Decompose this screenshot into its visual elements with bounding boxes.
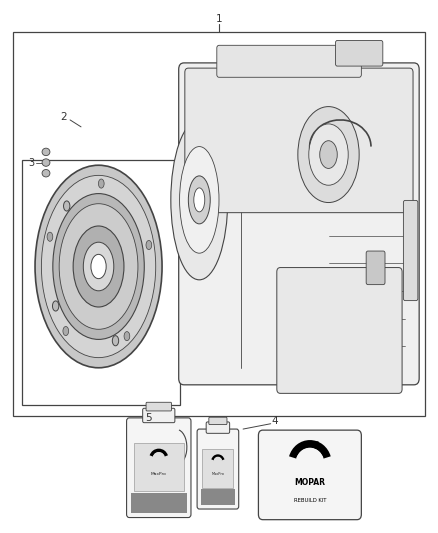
- Ellipse shape: [42, 169, 50, 177]
- Ellipse shape: [309, 124, 348, 185]
- Ellipse shape: [63, 327, 69, 336]
- FancyBboxPatch shape: [185, 68, 413, 213]
- Bar: [134, 442, 184, 491]
- Ellipse shape: [83, 242, 114, 291]
- Ellipse shape: [146, 240, 152, 249]
- FancyBboxPatch shape: [217, 45, 361, 77]
- Ellipse shape: [320, 141, 337, 168]
- FancyBboxPatch shape: [336, 41, 383, 66]
- Text: 2: 2: [60, 112, 67, 122]
- Ellipse shape: [99, 179, 104, 188]
- Ellipse shape: [188, 176, 210, 224]
- FancyBboxPatch shape: [127, 418, 191, 518]
- Ellipse shape: [73, 226, 124, 307]
- FancyBboxPatch shape: [179, 63, 419, 385]
- FancyBboxPatch shape: [146, 402, 171, 411]
- FancyBboxPatch shape: [143, 408, 175, 423]
- Ellipse shape: [171, 120, 228, 280]
- Ellipse shape: [64, 201, 70, 211]
- FancyBboxPatch shape: [197, 429, 239, 509]
- FancyBboxPatch shape: [403, 200, 418, 301]
- Text: 6: 6: [312, 441, 319, 451]
- FancyBboxPatch shape: [277, 268, 402, 393]
- FancyBboxPatch shape: [209, 417, 227, 425]
- Bar: [202, 449, 233, 488]
- Ellipse shape: [124, 332, 130, 341]
- Text: REBUILD KIT: REBUILD KIT: [293, 498, 326, 503]
- Bar: [22, 160, 180, 405]
- Ellipse shape: [194, 188, 205, 212]
- Text: MaxPro: MaxPro: [212, 472, 224, 477]
- Text: MOPAR: MOPAR: [294, 478, 325, 487]
- Bar: [201, 489, 235, 505]
- Ellipse shape: [53, 193, 144, 340]
- Ellipse shape: [59, 204, 138, 329]
- Text: 1: 1: [215, 14, 223, 23]
- Ellipse shape: [47, 232, 53, 241]
- FancyBboxPatch shape: [206, 422, 230, 433]
- FancyBboxPatch shape: [366, 251, 385, 285]
- Ellipse shape: [112, 336, 119, 346]
- FancyBboxPatch shape: [258, 430, 361, 520]
- Ellipse shape: [53, 301, 59, 311]
- Ellipse shape: [41, 175, 156, 358]
- Text: 5: 5: [145, 414, 152, 423]
- Ellipse shape: [298, 107, 359, 203]
- Ellipse shape: [42, 159, 50, 166]
- Ellipse shape: [35, 165, 162, 368]
- Text: 3: 3: [28, 158, 35, 167]
- Ellipse shape: [42, 148, 50, 156]
- Text: 4: 4: [272, 416, 279, 426]
- Bar: [131, 492, 187, 513]
- Ellipse shape: [91, 254, 106, 279]
- Ellipse shape: [180, 147, 219, 253]
- Bar: [13, 32, 425, 416]
- Text: MaxPro: MaxPro: [151, 472, 166, 477]
